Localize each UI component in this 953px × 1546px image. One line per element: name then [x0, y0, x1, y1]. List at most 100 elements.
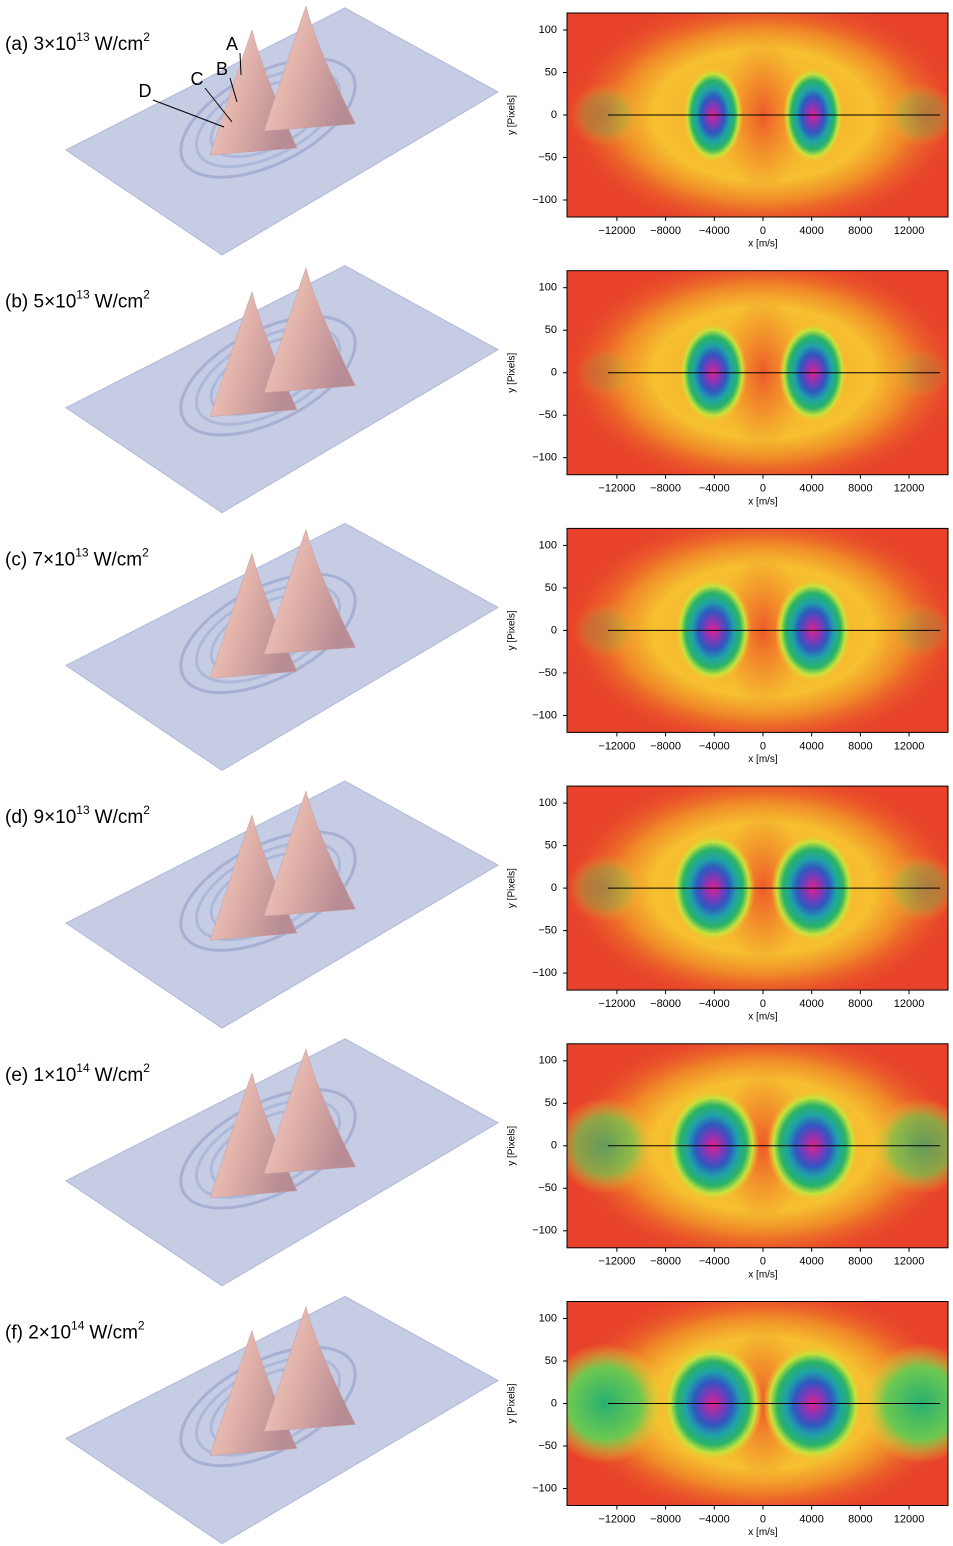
y-tick-label: −50: [538, 409, 557, 421]
y-axis-label: y [Pixels]: [507, 610, 518, 650]
panel-title: (d) 9×1013 W/cm2: [5, 803, 150, 828]
x-tick-label: 8000: [848, 998, 872, 1010]
figure: (a) 3×1013W/cm2ABCD100500−50−100−12000−8…: [0, 0, 953, 1546]
panel-title: (e) 1×1014 W/cm2: [5, 1061, 150, 1086]
y-tick-label: 100: [539, 1055, 557, 1067]
title-exponent: 13: [75, 546, 89, 560]
y-tick-label: 100: [539, 282, 557, 294]
x-tick-label: −8000: [650, 998, 681, 1010]
x-tick-label: −8000: [650, 740, 681, 752]
title-unit-exponent: 2: [143, 288, 150, 302]
x-tick-label: 8000: [848, 1256, 872, 1268]
heatmap-image: [563, 0, 953, 235]
x-tick-label: −8000: [650, 225, 681, 237]
panel-title: (c) 7×1013 W/cm2: [5, 546, 149, 571]
x-tick-label: 8000: [848, 740, 872, 752]
y-tick-label: 50: [545, 1355, 557, 1367]
x-tick-label: −12000: [598, 1513, 635, 1525]
y-tick-label: −100: [532, 709, 557, 721]
x-axis-label: x [m/s]: [748, 1269, 778, 1280]
x-tick-label: −4000: [699, 998, 730, 1010]
y-tick-label: 50: [545, 66, 557, 78]
y-tick-label: −50: [538, 1440, 557, 1452]
title-unit-exponent: 2: [143, 803, 150, 817]
y-tick-label: 0: [551, 1140, 557, 1152]
x-tick-label: 4000: [799, 1513, 823, 1525]
annotation: A: [226, 34, 238, 54]
x-tick-label: −8000: [650, 1513, 681, 1525]
x-axis-label: x [m/s]: [748, 1012, 778, 1023]
y-axis-label: y [Pixels]: [507, 1126, 518, 1166]
title-unit-exponent: 2: [142, 546, 149, 560]
x-tick-label: −12000: [598, 1256, 635, 1268]
x-tick-label: 4000: [799, 1256, 823, 1268]
annotation: C: [191, 69, 204, 89]
y-axis-label: y [Pixels]: [507, 868, 518, 908]
y-tick-label: 0: [551, 882, 557, 894]
y-tick-label: 50: [545, 840, 557, 852]
title-exponent: 14: [76, 1061, 90, 1075]
y-tick-label: 0: [551, 1397, 557, 1409]
x-tick-label: −12000: [598, 483, 635, 495]
x-tick-label: 0: [760, 483, 766, 495]
y-tick-label: −50: [538, 667, 557, 679]
title-unit: W/cm: [95, 1065, 144, 1086]
x-tick-label: −4000: [699, 740, 730, 752]
x-tick-label: 12000: [894, 483, 925, 495]
y-tick-label: 0: [551, 624, 557, 636]
y-tick-label: −50: [538, 925, 557, 937]
title-unit: W/cm: [95, 34, 144, 55]
y-tick-label: 50: [545, 324, 557, 336]
x-tick-label: 4000: [799, 740, 823, 752]
y-axis-label: y [Pixels]: [507, 95, 518, 135]
y-tick-label: 100: [539, 24, 557, 36]
title-text: (d) 9×10: [5, 807, 76, 828]
x-tick-label: −8000: [650, 1256, 681, 1268]
y-tick-label: 100: [539, 797, 557, 809]
title-text: (f) 2×10: [5, 1323, 71, 1344]
title-exponent: 13: [76, 288, 90, 302]
y-axis-label: y [Pixels]: [507, 352, 518, 392]
y-tick-label: −50: [538, 1182, 557, 1194]
title-unit: W/cm: [89, 1323, 138, 1344]
title-unit: W/cm: [95, 292, 144, 313]
title-text: (c) 7×10: [5, 549, 75, 570]
title-unit-exponent: 2: [143, 1061, 150, 1075]
x-tick-label: 8000: [848, 225, 872, 237]
title-unit-exponent: 2: [138, 1319, 145, 1333]
annotation: D: [139, 81, 152, 101]
y-tick-label: −100: [532, 1225, 557, 1237]
y-tick-label: 100: [539, 1312, 557, 1324]
x-tick-label: −4000: [699, 1513, 730, 1525]
x-tick-label: 12000: [894, 1256, 925, 1268]
x-tick-label: 0: [760, 1513, 766, 1525]
title-exponent: 13: [76, 803, 90, 817]
y-tick-label: −50: [538, 151, 557, 163]
x-axis-label: x [m/s]: [748, 496, 778, 507]
y-tick-label: −100: [532, 194, 557, 206]
x-tick-label: 4000: [799, 483, 823, 495]
title-unit: W/cm: [95, 807, 144, 828]
title-exponent: 13: [76, 30, 90, 44]
x-axis-label: x [m/s]: [748, 1527, 778, 1538]
y-tick-label: 50: [545, 582, 557, 594]
title-unit-exponent: 2: [143, 30, 150, 44]
x-tick-label: 8000: [848, 1513, 872, 1525]
title-text: (e) 1×10: [5, 1065, 76, 1086]
x-tick-label: 4000: [799, 998, 823, 1010]
x-tick-label: −4000: [699, 225, 730, 237]
title-unit: W/cm: [94, 549, 143, 570]
x-tick-label: 0: [760, 225, 766, 237]
x-axis-label: x [m/s]: [748, 754, 778, 765]
x-tick-label: 12000: [894, 740, 925, 752]
x-tick-label: −12000: [598, 225, 635, 237]
x-tick-label: 12000: [894, 1513, 925, 1525]
y-tick-label: −100: [532, 967, 557, 979]
x-tick-label: 4000: [799, 225, 823, 237]
x-tick-label: 12000: [894, 998, 925, 1010]
y-axis-label: y [Pixels]: [507, 1383, 518, 1423]
y-tick-label: −100: [532, 1482, 557, 1494]
